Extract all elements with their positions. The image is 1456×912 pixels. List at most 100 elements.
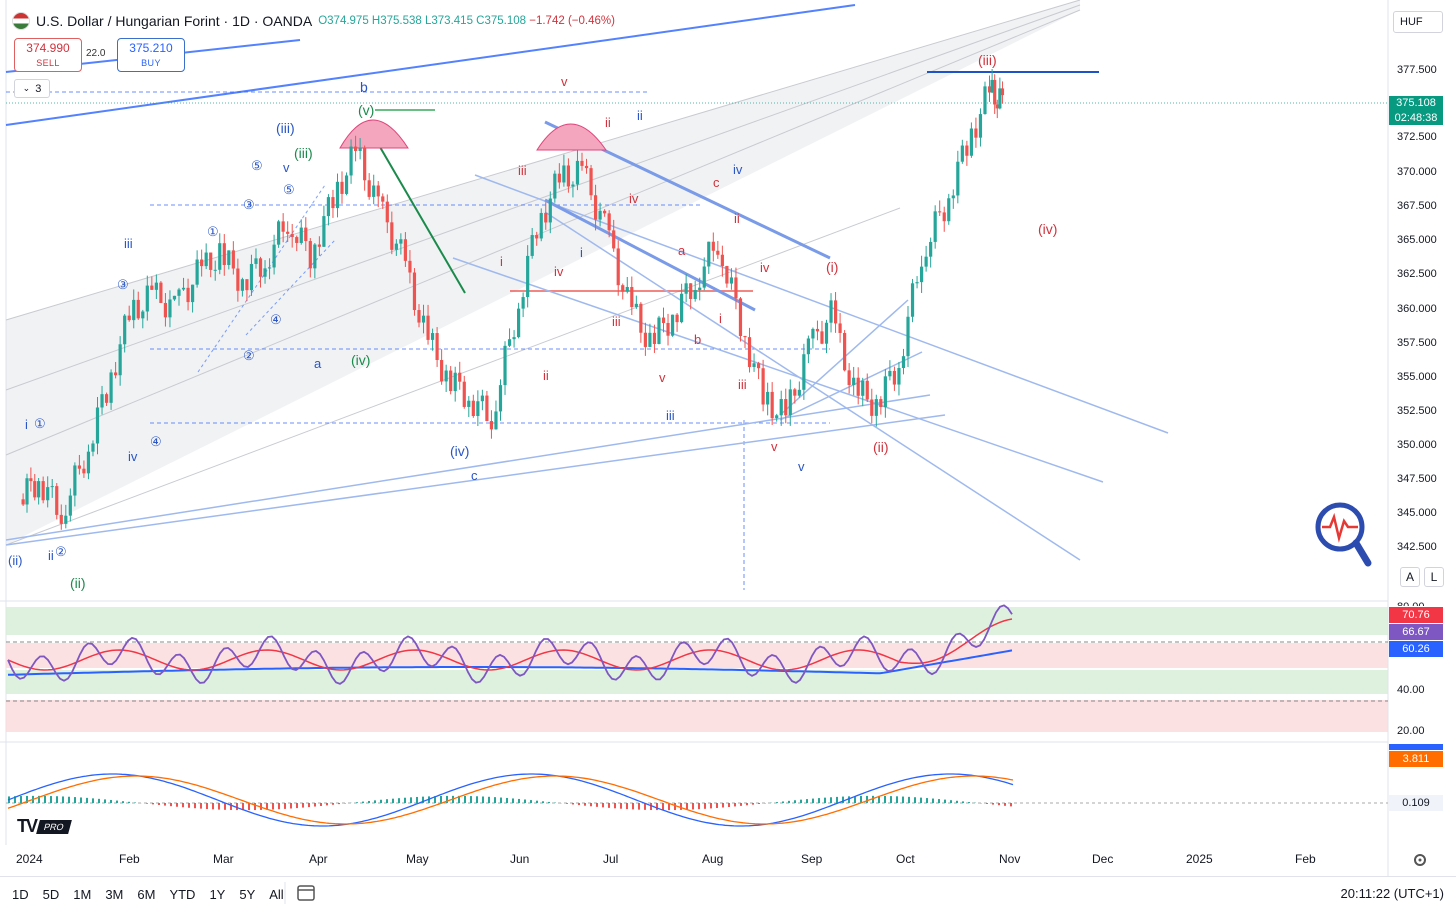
candle-body (798, 390, 801, 396)
candle-body (838, 323, 841, 333)
clock-display[interactable]: 20:11:22 (UTC+1) (1341, 886, 1444, 901)
macd-histogram-bar (530, 800, 532, 803)
range-ytd-button[interactable]: YTD (167, 885, 197, 904)
candle-body (675, 315, 678, 322)
candle-body (653, 333, 656, 344)
macd-signal-tag: 3.811 (1389, 751, 1443, 767)
macd-histogram-bar (536, 801, 538, 803)
settings-gear-icon[interactable] (1415, 855, 1425, 865)
candle-body (146, 286, 149, 312)
price-tick: 372.500 (1397, 131, 1437, 143)
symbol-title: U.S. Dollar / Hungarian Forint · 1D · OA… (36, 13, 312, 29)
macd-histogram-bar (548, 802, 550, 803)
candle-body (793, 389, 796, 395)
macd-histogram-bar (734, 803, 736, 806)
rsi-long-tag: 60.26 (1389, 641, 1443, 657)
buy-button[interactable]: 375.210 BUY (117, 38, 185, 72)
candle-body (245, 279, 248, 290)
last-price-tag: 375.108 (1389, 96, 1443, 111)
candle-body (979, 114, 982, 138)
candle-body (915, 282, 918, 283)
candle-body (716, 251, 719, 255)
candle-body (87, 452, 90, 474)
candle-body (268, 267, 271, 268)
macd-histogram-bar (758, 803, 760, 804)
macd-histogram-bar (290, 803, 292, 809)
price-tick: 342.500 (1397, 541, 1437, 553)
candle-body (42, 481, 45, 500)
candle-body (929, 242, 932, 257)
macd-histogram-bar (800, 800, 802, 803)
candle-body (381, 196, 384, 201)
candle-body (372, 185, 375, 196)
sell-button[interactable]: 374.990 SELL (14, 38, 82, 72)
macd-lines (8, 774, 1013, 826)
candle-body (938, 211, 941, 212)
currency-select[interactable]: HUF (1393, 11, 1443, 33)
auto-scale-button[interactable]: A (1400, 567, 1420, 587)
symbol-header[interactable]: U.S. Dollar / Hungarian Forint · 1D · OA… (12, 10, 615, 32)
candle-body (952, 195, 955, 198)
macd-histogram-bar (404, 798, 406, 803)
range-1d-button[interactable]: 1D (10, 885, 31, 904)
price-tick: 357.500 (1397, 337, 1437, 349)
candle-body (1001, 88, 1004, 95)
candle-body (589, 168, 592, 195)
range-1m-button[interactable]: 1M (71, 885, 93, 904)
rsi-ma-tag: 70.76 (1389, 607, 1443, 623)
macd-histogram-bar (950, 800, 952, 803)
candle-body (983, 86, 986, 114)
rsi-tick: 20.00 (1397, 725, 1425, 737)
macd-histogram-bar (512, 798, 514, 803)
macd-histogram-bar (218, 803, 220, 810)
range-5d-button[interactable]: 5D (41, 885, 62, 904)
range-6m-button[interactable]: 6M (135, 885, 157, 904)
time-tick: Mar (213, 852, 234, 866)
candle-body (739, 298, 742, 336)
price-tick: 350.000 (1397, 439, 1437, 451)
rsi-band-red-mid (6, 643, 1388, 668)
candle-body (82, 469, 85, 474)
macd-signal-line (8, 776, 1013, 824)
magnifier-logo (1318, 505, 1368, 563)
macd-histogram-bar (812, 799, 814, 803)
log-scale-button[interactable]: L (1424, 567, 1444, 587)
candle-body (408, 261, 411, 273)
range-3m-button[interactable]: 3M (103, 885, 125, 904)
time-tick: Feb (119, 852, 140, 866)
candle-body (304, 228, 307, 241)
candle-body (291, 234, 294, 237)
macd-histogram-bar (122, 801, 124, 803)
price-tick: 355.000 (1397, 371, 1437, 383)
candle-body (712, 242, 715, 251)
macd-histogram-bar (656, 803, 658, 810)
price-tick: 377.500 (1397, 64, 1437, 76)
macd-histogram-bar (194, 803, 196, 808)
candle-body (236, 269, 239, 291)
macd-histogram-bar (620, 803, 622, 809)
candle-body (558, 174, 561, 183)
candle-body (857, 378, 860, 396)
macd-histogram-bar (170, 803, 172, 806)
candle-body (404, 239, 407, 261)
candle-body (485, 396, 488, 421)
candle-body (757, 363, 760, 368)
candle-body (517, 309, 520, 337)
range-1y-button[interactable]: 1Y (207, 885, 227, 904)
rsi-band-green-low (6, 670, 1388, 694)
candle-body (657, 318, 660, 344)
candle-body (743, 336, 746, 337)
macd-histogram-bar (44, 796, 46, 803)
indicators-toggle[interactable]: ⌄ 3 (14, 79, 50, 98)
candle-body (544, 213, 547, 222)
candle-body (209, 253, 212, 270)
candle-body (965, 146, 968, 156)
range-5y-button[interactable]: 5Y (237, 885, 257, 904)
macd-histogram-bar (356, 802, 358, 803)
macd-histogram-bar (962, 801, 964, 803)
candle-body (73, 465, 76, 495)
range-all-button[interactable]: All (267, 885, 285, 904)
candle-body (322, 216, 325, 247)
candle-body (879, 399, 882, 407)
